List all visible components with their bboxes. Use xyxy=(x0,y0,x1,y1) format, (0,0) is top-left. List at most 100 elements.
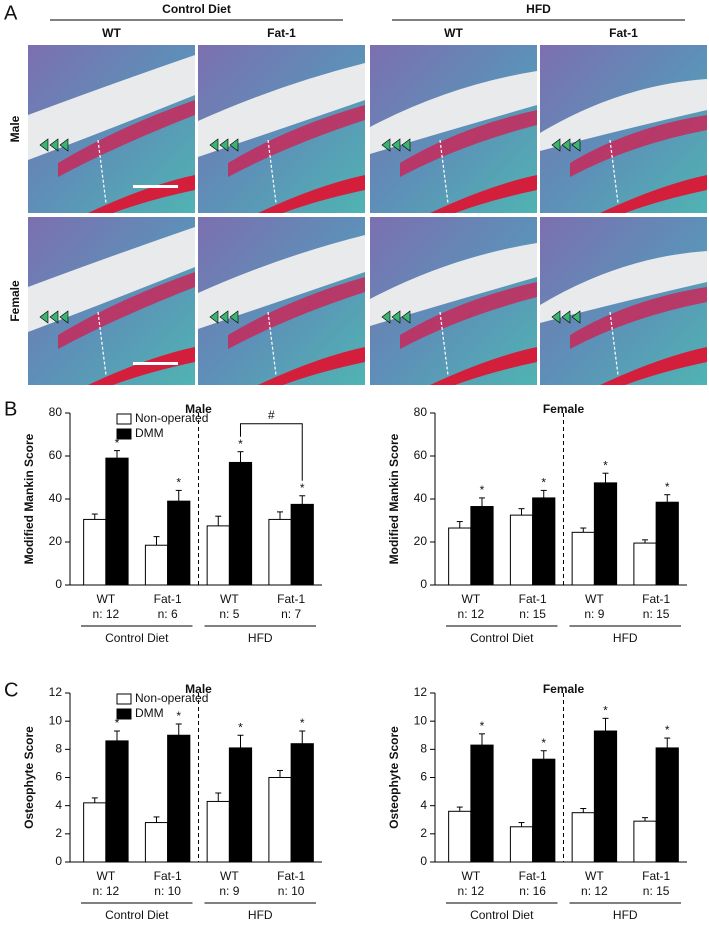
bar xyxy=(268,777,292,863)
histology-image xyxy=(28,45,195,213)
significance-marker: * xyxy=(480,719,485,733)
chart-title: Female xyxy=(543,402,585,416)
n-label: n: 7 xyxy=(281,607,301,621)
y-tick-label: 8 xyxy=(55,742,62,756)
n-label: n: 12 xyxy=(93,884,120,898)
x-tick-label: Fat-1 xyxy=(154,869,182,883)
n-label: n: 12 xyxy=(458,607,485,621)
bar xyxy=(105,740,129,863)
x-tick-label: Fat-1 xyxy=(642,592,670,606)
x-tick-label: Fat-1 xyxy=(519,592,547,606)
boundary xyxy=(439,311,449,376)
arrowhead xyxy=(59,310,69,324)
n-label: n: 5 xyxy=(219,607,239,621)
x-tick-label: WT xyxy=(585,592,604,606)
arrowhead xyxy=(391,310,401,324)
n-label: n: 9 xyxy=(219,884,239,898)
bar xyxy=(509,826,534,863)
comparison-bracket xyxy=(239,423,303,481)
bar xyxy=(633,820,657,863)
joint-space xyxy=(540,251,707,323)
joint-space xyxy=(540,79,707,151)
legend-swatch xyxy=(116,428,132,440)
y-tick-label: 20 xyxy=(49,534,63,548)
histology-image xyxy=(198,45,365,213)
arrowhead xyxy=(381,138,391,152)
x-tick-label: Fat-1 xyxy=(277,592,305,606)
significance-marker: * xyxy=(300,481,305,495)
x-tick-label: WT xyxy=(585,869,604,883)
arrowhead xyxy=(59,138,69,152)
row-label: Male xyxy=(8,115,22,142)
n-label: n: 6 xyxy=(158,607,178,621)
arrowhead xyxy=(391,138,401,152)
n-label: n: 12 xyxy=(458,884,485,898)
n-label: n: 12 xyxy=(581,884,608,898)
group-label: HFD xyxy=(613,631,638,645)
bone-band xyxy=(600,347,707,385)
bar xyxy=(532,758,556,863)
joint-space xyxy=(370,71,537,154)
panel-label: C xyxy=(4,679,18,701)
bar xyxy=(144,822,169,863)
group-label: Control Diet xyxy=(105,631,169,645)
bone-band xyxy=(430,175,537,213)
bar xyxy=(206,800,230,863)
y-tick-label: 12 xyxy=(414,685,428,699)
y-tick-label: 0 xyxy=(420,577,427,591)
arrowhead xyxy=(209,138,219,152)
arrowhead xyxy=(49,138,59,152)
bar xyxy=(571,531,595,586)
histology-image xyxy=(28,217,195,385)
x-tick-label: WT xyxy=(97,869,116,883)
significance-marker: * xyxy=(115,436,120,450)
boundary xyxy=(609,311,619,376)
n-label: n: 15 xyxy=(643,607,670,621)
y-tick-label: 12 xyxy=(49,685,63,699)
panel-label: A xyxy=(4,2,18,24)
histology-image xyxy=(540,45,707,213)
arrowhead xyxy=(219,138,229,152)
y-tick-label: 0 xyxy=(420,854,427,868)
significance-marker: * xyxy=(300,716,305,730)
y-axis-label: Osteophyte Score xyxy=(22,726,36,829)
column-header: Fat-1 xyxy=(267,26,296,40)
arrowhead xyxy=(551,138,561,152)
bar xyxy=(228,461,253,586)
significance-marker: * xyxy=(238,437,243,451)
joint-space xyxy=(370,243,537,326)
legend-label: DMM xyxy=(135,426,164,440)
chart-title: Male xyxy=(185,402,212,416)
arrowhead xyxy=(551,310,561,324)
joint-space xyxy=(198,63,365,157)
column-header: WT xyxy=(444,26,463,40)
y-tick-label: 4 xyxy=(55,798,62,812)
cartilage xyxy=(58,100,195,177)
y-tick-label: 0 xyxy=(55,854,62,868)
n-label: n: 15 xyxy=(643,884,670,898)
group-label: Control Diet xyxy=(105,908,169,922)
bar xyxy=(655,747,679,863)
x-tick-label: WT xyxy=(220,869,239,883)
bar xyxy=(105,457,129,586)
arrowhead xyxy=(381,310,391,324)
significance-marker: * xyxy=(176,709,181,723)
scale-bar xyxy=(133,362,178,365)
boundary xyxy=(609,139,619,204)
bar xyxy=(470,506,494,586)
chart-title: Female xyxy=(543,682,585,696)
arrowhead xyxy=(229,138,239,152)
y-tick-label: 20 xyxy=(414,534,428,548)
bar xyxy=(167,500,191,586)
legend-swatch xyxy=(116,413,132,425)
significance-marker: * xyxy=(176,476,181,490)
bar xyxy=(448,527,472,586)
x-tick-label: WT xyxy=(462,592,481,606)
arrowhead xyxy=(39,310,49,324)
bar xyxy=(290,743,314,863)
boundary xyxy=(267,311,277,376)
legend-swatch xyxy=(116,708,132,720)
arrowhead xyxy=(571,310,581,324)
significance-marker: * xyxy=(665,480,670,494)
group-label: Control Diet xyxy=(470,908,534,922)
